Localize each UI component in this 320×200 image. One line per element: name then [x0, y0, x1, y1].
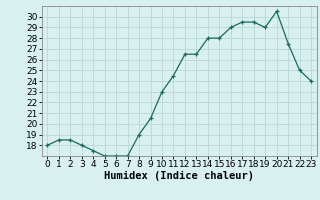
X-axis label: Humidex (Indice chaleur): Humidex (Indice chaleur) [104, 171, 254, 181]
